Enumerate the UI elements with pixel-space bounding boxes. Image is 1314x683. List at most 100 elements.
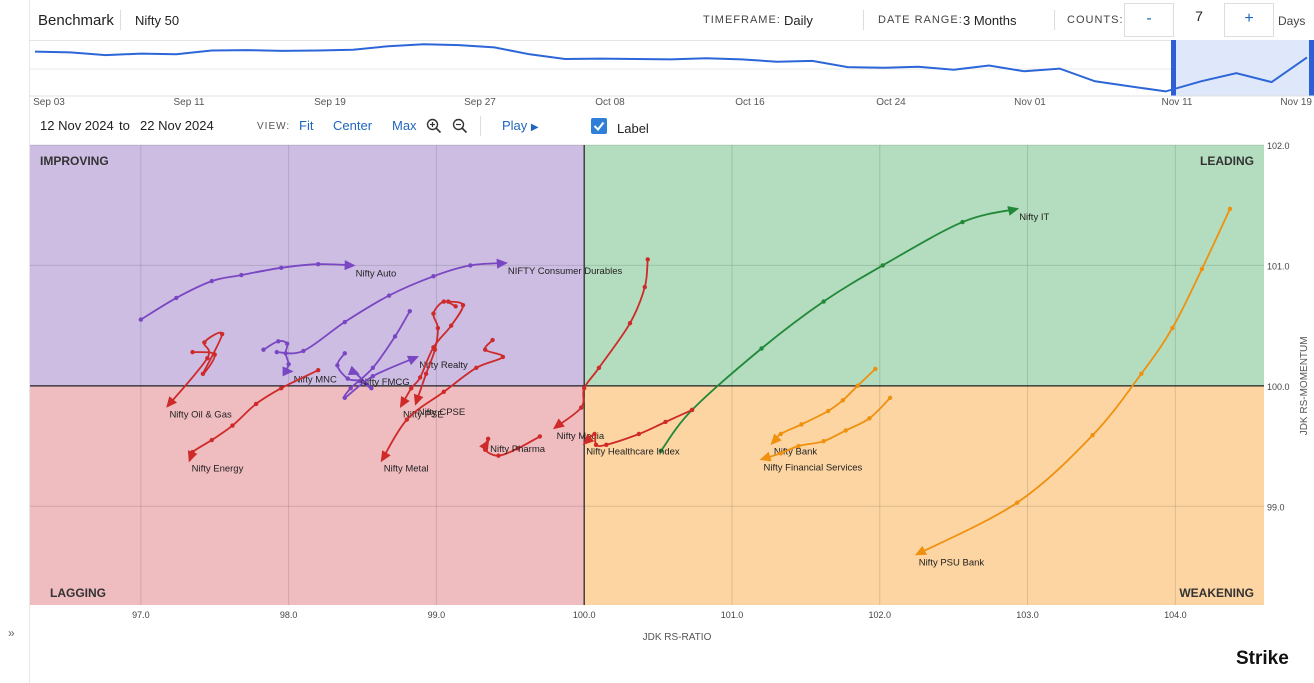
series-point	[490, 337, 495, 343]
series-point	[482, 347, 488, 352]
navigator-handle-right	[1309, 40, 1314, 96]
navigator-date-label: Oct 24	[876, 97, 906, 108]
expand-icon[interactable]: »	[8, 626, 15, 640]
zoom-in-icon[interactable]	[426, 118, 442, 134]
series-point	[409, 386, 414, 391]
series-point	[386, 293, 392, 298]
play-button[interactable]: Play ▶	[502, 118, 539, 133]
series-point	[537, 434, 543, 439]
series-point	[335, 363, 340, 368]
series-point	[315, 367, 321, 373]
series-label: Nifty Financial Services	[764, 462, 863, 473]
series-head-arrow	[553, 418, 565, 430]
left-strip	[0, 0, 30, 683]
series-point	[759, 346, 764, 351]
y-tick-label: 102.0	[1267, 141, 1290, 151]
series-point	[138, 317, 144, 322]
series-point	[370, 365, 376, 370]
series-nifty-energy: Nifty Energy	[187, 367, 321, 474]
navigator-selection	[1172, 40, 1312, 96]
series-point	[301, 348, 306, 354]
x-tick-label: 100.0	[573, 610, 596, 620]
quadrant-lagging	[30, 385, 585, 605]
series-nifty-financial-services: Nifty Financial Services	[759, 395, 893, 473]
view-center-button[interactable]: Center	[333, 118, 373, 133]
navigator-date-label: Sep 11	[174, 97, 205, 108]
series-label: Nifty PSU Bank	[919, 557, 985, 568]
series-point	[283, 351, 288, 356]
series-point	[642, 284, 647, 290]
series-head-arrow	[479, 439, 490, 452]
series-point	[370, 374, 376, 379]
series-nifty-healthcare-index: Nifty Healthcare Index	[582, 407, 695, 458]
series-label: Nifty Metal	[384, 463, 429, 474]
series-head-arrow	[344, 260, 356, 271]
series-label: Nifty Realty	[419, 360, 468, 371]
series-label: Nifty Healthcare Index	[586, 447, 680, 458]
y-tick-label: 101.0	[1267, 261, 1290, 271]
series-point	[592, 431, 597, 437]
series-point	[960, 219, 965, 225]
quadrant-label-weakening: WEAKENING	[1179, 586, 1254, 600]
series-head-arrow	[282, 366, 294, 377]
series-point	[604, 442, 609, 448]
navigator-date-label: Sep 27	[464, 97, 496, 108]
series-point	[404, 417, 410, 422]
series-label: Nifty MNC	[294, 374, 337, 385]
play-icon: ▶	[530, 122, 539, 133]
view-fit-button[interactable]: Fit	[299, 118, 314, 133]
series-point	[345, 376, 350, 381]
series-head-arrow	[759, 451, 772, 462]
counts-minus-button[interactable]: -	[1124, 3, 1174, 37]
date-navigator[interactable]: Sep 03 Sep 11 Sep 19 Sep 27 Oct 08 Oct 16 Oct …	[29, 40, 1314, 112]
benchmark-select[interactable]: Nifty 50	[135, 13, 180, 28]
series-nifty-bank: Nifty Bank	[770, 366, 878, 458]
series-point	[474, 365, 479, 370]
navigator-date-label: Oct 16	[735, 97, 765, 108]
series-point	[230, 423, 235, 428]
series-point	[778, 451, 783, 456]
series-point	[593, 442, 599, 448]
series-label: Nifty Oil & Gas	[169, 409, 232, 420]
series-nifty-pse: Nifty PSE	[399, 299, 466, 420]
series-point	[485, 436, 491, 442]
series-point	[342, 319, 347, 325]
series-point	[825, 408, 831, 414]
label-checkbox[interactable]	[591, 118, 607, 134]
series-point	[441, 389, 446, 395]
series-point	[887, 395, 893, 401]
series-point	[200, 371, 206, 376]
series-label: Nifty CPSE	[418, 407, 466, 418]
series-nifty-realty: Nifty Realty	[342, 308, 468, 401]
x-tick-label: 101.0	[721, 610, 744, 620]
zoom-out-icon[interactable]	[452, 118, 468, 134]
y-tick-label: 99.0	[1267, 502, 1285, 512]
series-point	[431, 274, 436, 279]
view-max-button[interactable]: Max	[392, 118, 417, 133]
series-point	[821, 299, 826, 304]
series-point	[1227, 206, 1233, 212]
navigator-handle-left	[1171, 40, 1176, 96]
series-head-arrow	[399, 396, 410, 408]
series-point	[778, 431, 783, 437]
series-nifty-auto: Nifty Auto	[138, 260, 396, 322]
series-point	[219, 331, 225, 337]
chart-header: Benchmark Nifty 50 TIMEFRAME: Daily DATE…	[29, 0, 1314, 41]
counts-plus-button[interactable]: +	[1224, 3, 1274, 37]
series-point	[579, 405, 584, 410]
series-point	[202, 340, 207, 345]
series-head-arrow	[413, 393, 424, 406]
series-point	[190, 349, 195, 355]
quadrant-label-lagging: LAGGING	[50, 586, 106, 600]
divider	[120, 10, 121, 30]
x-tick-label: 104.0	[1164, 610, 1187, 620]
timeframe-select[interactable]: Daily	[784, 13, 813, 28]
series-point	[212, 352, 217, 357]
date-from: 12 Nov 2024	[40, 118, 114, 133]
date-range-select[interactable]: 3 Months	[963, 13, 1017, 28]
counts-input[interactable]: 7	[1195, 8, 1203, 24]
series-point	[253, 401, 259, 407]
series-point	[821, 439, 826, 444]
series-point	[873, 366, 878, 372]
series-point	[515, 446, 520, 451]
